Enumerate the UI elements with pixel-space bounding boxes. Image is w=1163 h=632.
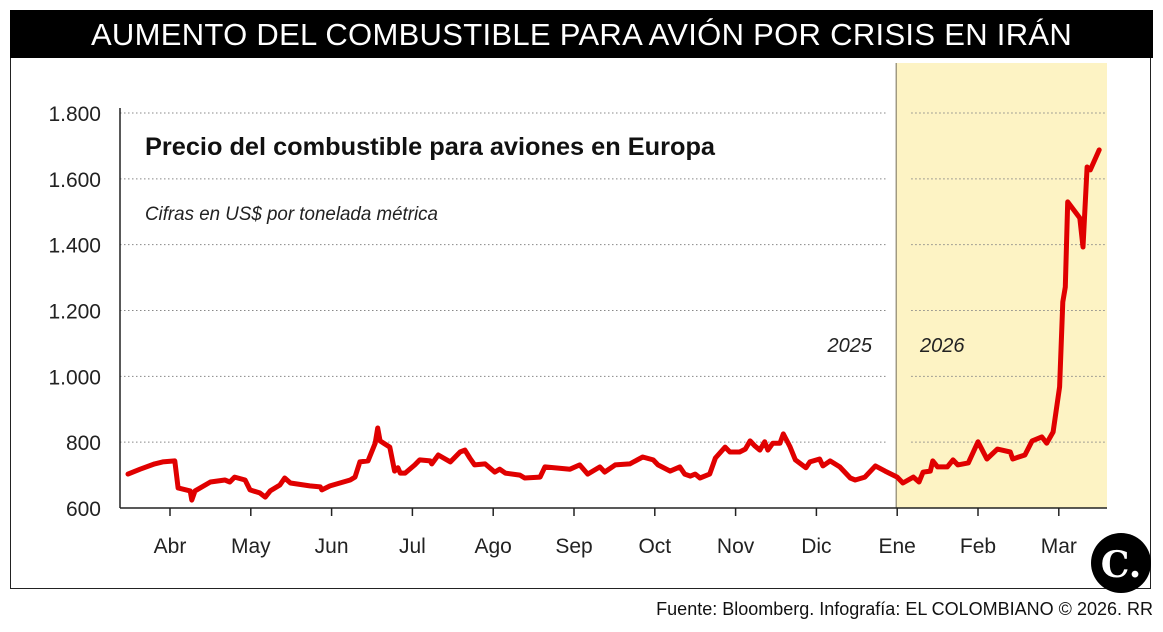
x-tick-label: Feb (960, 535, 996, 558)
x-tick-label: Ene (879, 535, 916, 558)
gridlines (120, 112, 1107, 443)
y-tick-label: 1.200 (48, 301, 101, 324)
y-tick-label: 1.600 (48, 169, 101, 192)
x-tick-label: Jun (315, 535, 349, 558)
chart-frame (10, 58, 1151, 589)
year-label-2025: 2025 (827, 335, 873, 357)
x-tick-label: Ago (475, 535, 512, 558)
x-tick-label: Jul (399, 535, 426, 558)
y-tick-label: 1.800 (48, 103, 101, 126)
chart-subtitle: Cifras en US$ por tonelada métrica (145, 204, 438, 225)
highlight-2026-region (896, 63, 1107, 508)
y-tick-label: 800 (66, 432, 101, 455)
logo: C. (1091, 533, 1151, 593)
logo-text: C. (1101, 544, 1142, 586)
x-tick-label: Dic (801, 535, 831, 558)
x-tick-labels: Abr May Jun Jul Ago Sep Oct Nov Dic Ene Feb Mar (154, 508, 1077, 558)
x-tick-label: Oct (638, 535, 671, 558)
x-tick-label: May (231, 535, 271, 558)
page-title: AUMENTO DEL COMBUSTIBLE PARA AVIÓN POR C… (10, 10, 1153, 58)
y-tick-label: 1.000 (48, 366, 101, 389)
x-tick-label: Nov (717, 535, 755, 558)
y-tick-label: 1.400 (48, 235, 101, 258)
x-tick-label: Sep (555, 535, 592, 558)
source-footer: Fuente: Bloomberg. Infografía: EL COLOMB… (656, 599, 1153, 619)
y-tick-labels: 600 800 1.000 1.200 1.400 1.600 1.800 (48, 103, 101, 521)
year-label-2026: 2026 (919, 335, 965, 357)
x-tick-label: Mar (1041, 535, 1077, 558)
chart-title: Precio del combustible para aviones en E… (145, 133, 716, 161)
price-line (125, 147, 1102, 503)
x-tick-label: Abr (154, 535, 187, 558)
y-tick-label: 600 (66, 498, 101, 521)
